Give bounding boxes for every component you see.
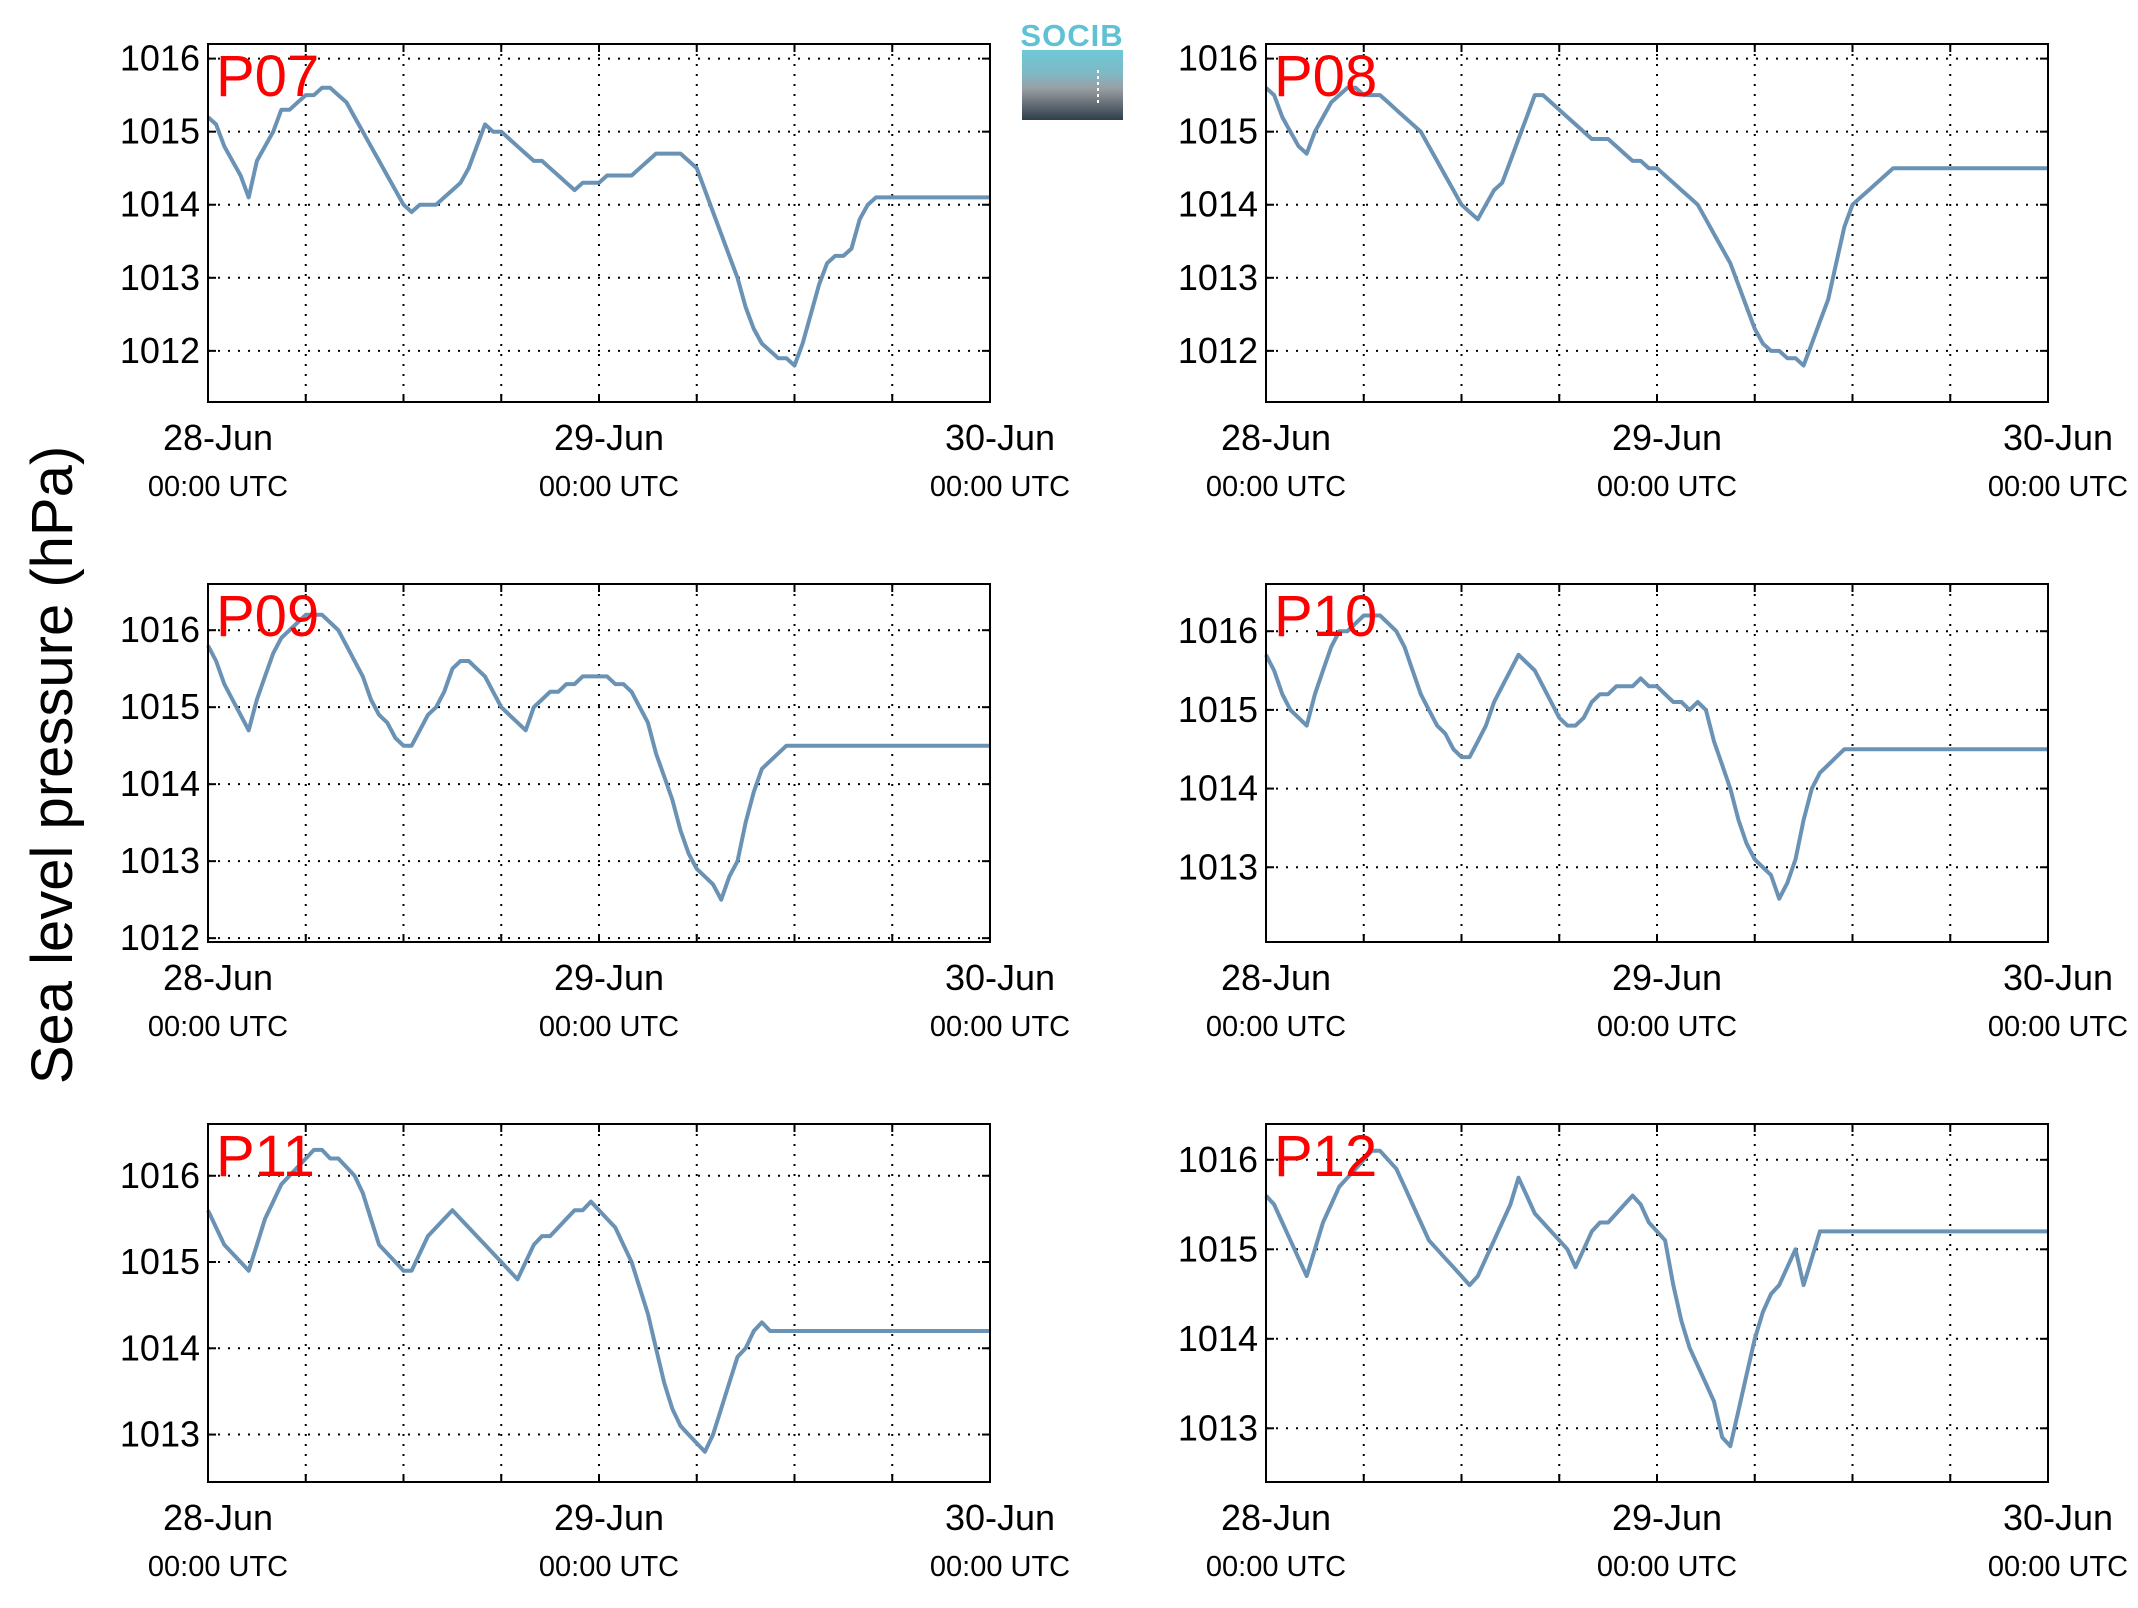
x-tick-date-label: 28-Jun xyxy=(163,1497,273,1538)
y-tick-label: 1016 xyxy=(1178,38,1258,79)
y-tick-label: 1014 xyxy=(1178,1318,1258,1359)
y-tick-label: 1015 xyxy=(1178,689,1258,730)
panel-p07: 1012 1013 1014 1015 1016 P07 28-Jun 00:00 UTC 29… xyxy=(120,38,1070,503)
pressure-series-line xyxy=(206,85,990,368)
x-tick-time-label: 00:00 UTC xyxy=(539,1551,679,1583)
y-tick-label: 1014 xyxy=(120,1327,200,1368)
x-tick-date-label: 28-Jun xyxy=(163,417,273,458)
x-tick-date-label: 29-Jun xyxy=(554,957,664,998)
x-tick-time-label: 00:00 UTC xyxy=(539,471,679,503)
plot-frame xyxy=(1265,583,2049,943)
x-tick-time-label: 00:00 UTC xyxy=(1206,1551,1346,1583)
x-tick-time-label: 00:00 UTC xyxy=(930,1011,1070,1043)
logo-block xyxy=(1022,50,1123,120)
x-tick-time-label: 00:00 UTC xyxy=(1988,471,2128,503)
y-tick-label: 1015 xyxy=(120,686,200,727)
y-tick-label: 1014 xyxy=(1178,184,1258,225)
pressure-series-line xyxy=(206,612,990,902)
x-tick-time-label: 00:00 UTC xyxy=(148,1011,288,1043)
y-tick-label: 1015 xyxy=(120,1241,200,1282)
x-tick-date-label: 28-Jun xyxy=(163,957,273,998)
pressure-series-line xyxy=(1264,613,2048,901)
pressure-series-line xyxy=(1264,1148,2048,1449)
panel-label: P08 xyxy=(1274,44,1377,109)
y-tick-label: 1015 xyxy=(1178,111,1258,152)
x-tick-time-label: 00:00 UTC xyxy=(1597,1011,1737,1043)
plot-frame xyxy=(207,43,991,403)
y-tick-label: 1014 xyxy=(120,763,200,804)
socib-logo: SOCIB xyxy=(1020,18,1123,120)
x-tick-time-label: 00:00 UTC xyxy=(930,471,1070,503)
panel-label: P12 xyxy=(1274,1124,1377,1189)
x-tick-date-label: 29-Jun xyxy=(1612,417,1722,458)
x-tick-date-label: 30-Jun xyxy=(2003,1497,2113,1538)
y-tick-label: 1015 xyxy=(1178,1228,1258,1269)
panel-label: P10 xyxy=(1274,584,1377,649)
y-tick-label: 1016 xyxy=(1178,1139,1258,1180)
y-tick-label: 1012 xyxy=(120,330,200,371)
y-tick-label: 1016 xyxy=(120,38,200,79)
y-tick-label: 1014 xyxy=(1178,768,1258,809)
y-tick-label: 1013 xyxy=(1178,257,1258,298)
plot-frame xyxy=(207,1123,991,1483)
x-tick-time-label: 00:00 UTC xyxy=(148,1551,288,1583)
panel-p09: 1012 1013 1014 1015 1016 P09 28-Jun 00:00 UTC 29… xyxy=(120,583,1070,1043)
panel-label: P11 xyxy=(216,1124,315,1189)
x-tick-time-label: 00:00 UTC xyxy=(930,1551,1070,1583)
y-tick-label: 1014 xyxy=(120,184,200,225)
x-tick-time-label: 00:00 UTC xyxy=(1206,471,1346,503)
plot-frame xyxy=(207,583,991,943)
y-tick-label: 1013 xyxy=(120,257,200,298)
x-tick-date-label: 29-Jun xyxy=(1612,1497,1722,1538)
x-tick-time-label: 00:00 UTC xyxy=(148,471,288,503)
x-tick-date-label: 30-Jun xyxy=(945,957,1055,998)
x-tick-time-label: 00:00 UTC xyxy=(539,1011,679,1043)
x-tick-time-label: 00:00 UTC xyxy=(1597,471,1737,503)
y-tick-label: 1013 xyxy=(120,840,200,881)
x-tick-date-label: 30-Jun xyxy=(2003,417,2113,458)
y-tick-label: 1012 xyxy=(1178,330,1258,371)
y-tick-label: 1016 xyxy=(1178,610,1258,651)
x-tick-time-label: 00:00 UTC xyxy=(1597,1551,1737,1583)
pressure-series-line xyxy=(1264,85,2048,368)
panel-p12: 1013 1014 1015 1016 P12 28-Jun 00:00 UTC 29-Jun… xyxy=(1178,1123,2128,1583)
y-tick-label: 1013 xyxy=(1178,1407,1258,1448)
logo-text: SOCIB xyxy=(1020,18,1123,53)
panel-p10: 1013 1014 1015 1016 P10 28-Jun 00:00 UTC 29-Jun… xyxy=(1178,583,2128,1043)
plot-frame xyxy=(1265,1123,2049,1483)
y-tick-label: 1016 xyxy=(120,1155,200,1196)
y-tick-label: 1012 xyxy=(120,917,200,958)
panel-label: P09 xyxy=(216,584,319,649)
y-tick-label: 1013 xyxy=(120,1414,200,1455)
panel-label: P07 xyxy=(216,44,319,109)
y-tick-label: 1015 xyxy=(120,111,200,152)
x-tick-time-label: 00:00 UTC xyxy=(1988,1011,2128,1043)
x-tick-date-label: 28-Jun xyxy=(1221,1497,1331,1538)
y-tick-label: 1016 xyxy=(120,609,200,650)
panel-p08: 1012 1013 1014 1015 1016 P08 28-Jun 00:00 UTC 29… xyxy=(1178,38,2128,503)
x-tick-time-label: 00:00 UTC xyxy=(1206,1011,1346,1043)
y-tick-label: 1013 xyxy=(1178,846,1258,887)
x-tick-date-label: 30-Jun xyxy=(945,1497,1055,1538)
x-tick-date-label: 30-Jun xyxy=(2003,957,2113,998)
y-axis-label: Sea level pressure (hPa) xyxy=(20,446,85,1084)
plot-frame xyxy=(1265,43,2049,403)
x-tick-date-label: 29-Jun xyxy=(554,417,664,458)
pressure-series-line xyxy=(206,1147,990,1454)
x-tick-date-label: 28-Jun xyxy=(1221,957,1331,998)
panel-p11: 1013 1014 1015 1016 P11 28-Jun 00:00 UTC 29-Jun… xyxy=(120,1123,1070,1583)
x-tick-date-label: 29-Jun xyxy=(1612,957,1722,998)
x-tick-date-label: 28-Jun xyxy=(1221,417,1331,458)
x-tick-date-label: 30-Jun xyxy=(945,417,1055,458)
x-tick-date-label: 29-Jun xyxy=(554,1497,664,1538)
x-tick-time-label: 00:00 UTC xyxy=(1988,1551,2128,1583)
